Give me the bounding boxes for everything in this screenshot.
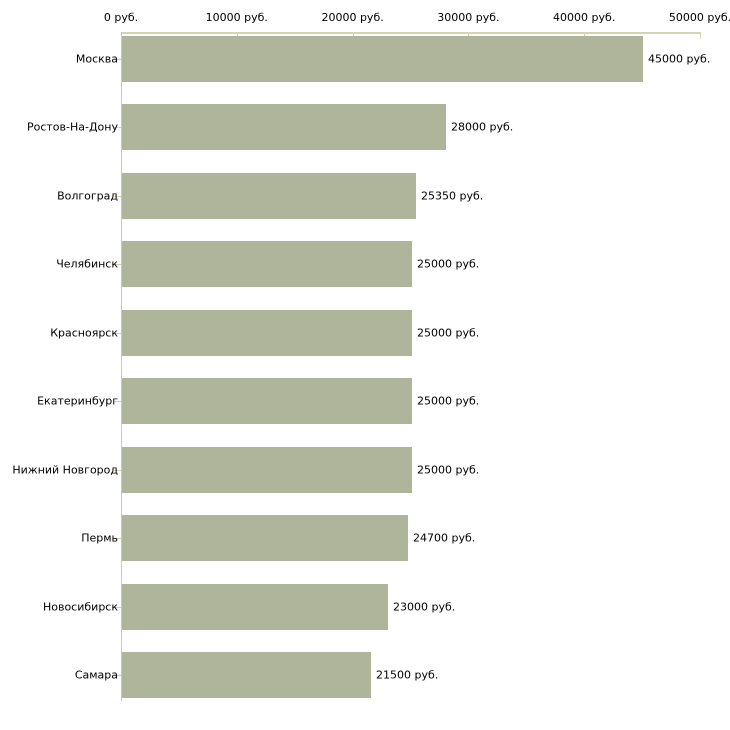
bar	[122, 309, 412, 356]
bar	[122, 104, 446, 151]
y-tick-mark	[114, 674, 121, 676]
x-tick-label: 30000 руб.	[437, 11, 500, 24]
value-label: 25000 руб.	[417, 326, 480, 340]
category-label: Пермь	[81, 531, 118, 545]
value-label: 24700 руб.	[413, 531, 476, 545]
value-label: 25350 руб.	[421, 189, 484, 203]
bar	[122, 241, 412, 288]
category-label: Красноярск	[50, 326, 118, 340]
x-tick-label: 50000 руб.	[668, 11, 730, 24]
value-label: 28000 руб.	[451, 120, 514, 134]
bar	[122, 446, 412, 493]
category-label: Новосибирск	[42, 600, 118, 614]
bar	[122, 36, 643, 82]
x-tick-label: 10000 руб.	[205, 11, 268, 24]
bar	[122, 651, 371, 698]
y-tick-mark	[114, 538, 121, 540]
value-label: 23000 руб.	[393, 600, 456, 614]
value-label: 21500 руб.	[376, 668, 439, 682]
y-axis-line	[121, 32, 122, 701]
y-tick-mark	[114, 401, 121, 403]
category-label: Самара	[74, 668, 118, 682]
y-tick-mark	[114, 469, 121, 471]
y-tick-mark	[114, 195, 121, 197]
x-tick-label: 20000 руб.	[321, 11, 384, 24]
x-tick-label: 0 руб.	[103, 11, 139, 24]
x-axis-line	[121, 32, 701, 34]
y-tick-mark	[114, 127, 121, 129]
y-tick-mark	[114, 606, 121, 608]
bar	[122, 378, 412, 425]
value-label: 45000 руб.	[648, 52, 711, 66]
value-label: 25000 руб.	[417, 257, 480, 271]
y-tick-mark	[114, 332, 121, 334]
bar	[122, 515, 408, 562]
bar	[122, 172, 416, 219]
category-label: Нижний Новгород	[12, 463, 118, 477]
bar	[122, 583, 388, 630]
category-label: Ростов-На-Дону	[26, 120, 118, 134]
value-label: 25000 руб.	[417, 463, 480, 477]
x-tick-mark	[700, 34, 701, 39]
category-label: Москва	[75, 52, 118, 66]
category-label: Волгоград	[57, 189, 118, 203]
category-label: Челябинск	[56, 257, 118, 271]
value-label: 25000 руб.	[417, 394, 480, 408]
y-tick-mark	[114, 59, 121, 60]
x-tick-label: 40000 руб.	[553, 11, 616, 24]
y-tick-mark	[114, 264, 121, 266]
category-label: Екатеринбург	[37, 394, 118, 408]
